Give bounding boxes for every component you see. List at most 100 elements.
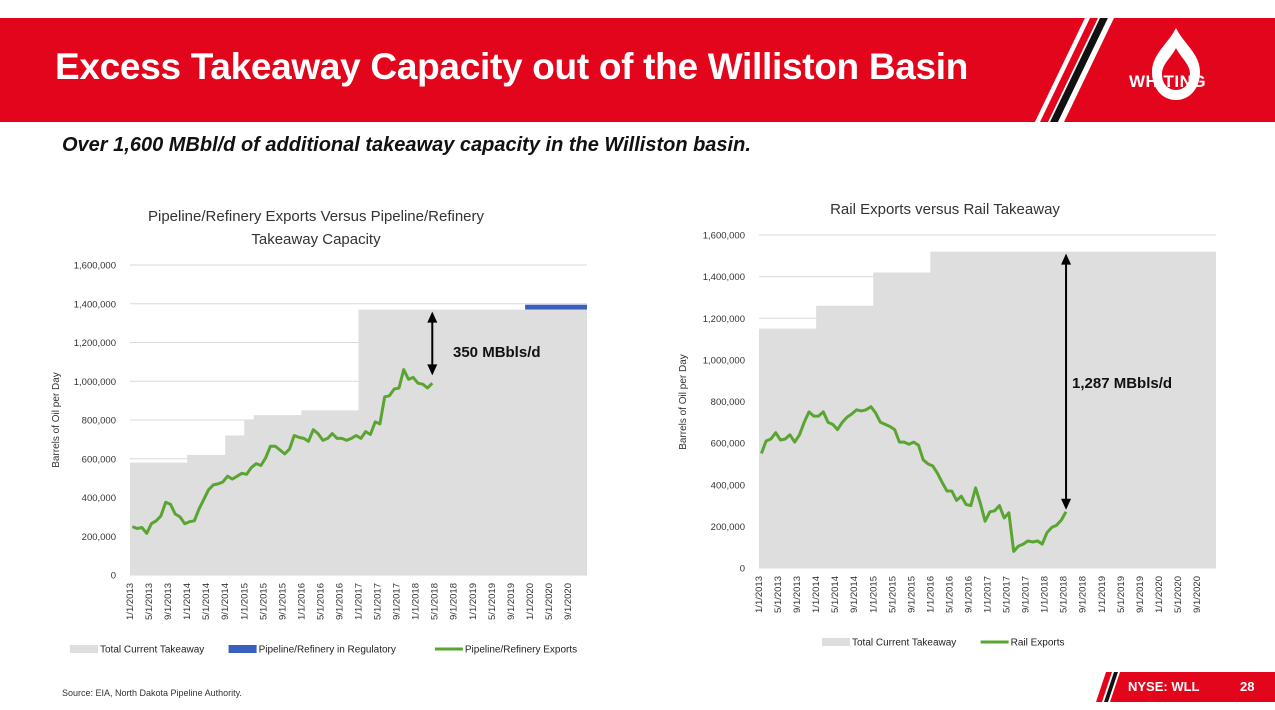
rail-arrow-head-top xyxy=(1061,253,1072,265)
rail-y-tick: 0 xyxy=(740,564,745,575)
pipeline-x-tick: 5/1/2016 xyxy=(315,583,326,620)
pipeline-y-axis-label: Barrels of Oil per Day xyxy=(51,372,62,468)
footer-badge xyxy=(1096,672,1275,702)
rail-x-tick: 5/1/2020 xyxy=(1173,576,1184,613)
rail-x-tick: 1/1/2020 xyxy=(1154,576,1165,613)
pipeline-x-tick: 1/1/2014 xyxy=(182,583,193,620)
rail-x-tick-labels: 1/1/2013 5/1/2013 9/1/2013 1/1/2014 5/1/2014… xyxy=(754,576,1203,613)
rail-x-tick: 1/1/2017 xyxy=(983,576,994,613)
footer-stripe-2 xyxy=(1104,672,1118,702)
pipeline-chart-title-line-2: Takeaway Capacity xyxy=(251,231,381,248)
rail-y-tick: 400,000 xyxy=(711,480,745,491)
rail-x-tick: 1/1/2013 xyxy=(754,576,765,613)
rail-x-tick: 9/1/2015 xyxy=(906,576,917,613)
rail-x-tick: 5/1/2018 xyxy=(1059,576,1070,613)
stock-ticker: NYSE: WLL xyxy=(1128,679,1200,694)
rail-y-tick: 1,200,000 xyxy=(703,314,745,325)
rail-takeaway-area xyxy=(759,251,1216,568)
rail-y-tick: 1,000,000 xyxy=(703,355,745,366)
pipeline-regulatory-band-shape xyxy=(525,304,587,310)
pipeline-x-tick: 9/1/2014 xyxy=(220,583,231,620)
pipeline-arrow-head-bottom xyxy=(427,364,438,376)
rail-arrow-head-bottom xyxy=(1061,498,1072,510)
pipeline-x-tick: 5/1/2017 xyxy=(373,583,384,620)
rail-annotation-label: 1,287 MBbls/d xyxy=(1072,375,1172,392)
pipeline-x-tick: 1/1/2019 xyxy=(468,583,479,620)
pipeline-annotation: 350 MBbls/d xyxy=(427,311,541,376)
pipeline-chart-title-line-1: Pipeline/Refinery Exports Versus Pipelin… xyxy=(148,208,484,225)
pipeline-x-tick: 9/1/2015 xyxy=(277,583,288,620)
source-note: Source: EIA, North Dakota Pipeline Autho… xyxy=(62,688,242,698)
rail-x-tick: 5/1/2016 xyxy=(944,576,955,613)
pipeline-x-tick: 5/1/2018 xyxy=(430,583,441,620)
rail-x-tick: 9/1/2020 xyxy=(1192,576,1203,613)
pipeline-regulatory-band xyxy=(525,304,587,310)
pipeline-y-tick: 200,000 xyxy=(82,532,116,543)
pipeline-chart-title: Pipeline/Refinery Exports Versus Pipelin… xyxy=(148,208,484,248)
pipeline-x-tick: 9/1/2016 xyxy=(334,583,345,620)
pipeline-y-tick: 1,200,000 xyxy=(74,338,116,349)
rail-x-tick: 9/1/2013 xyxy=(792,576,803,613)
pipeline-y-tick: 0 xyxy=(111,571,116,582)
rail-y-tick: 800,000 xyxy=(711,397,745,408)
rail-x-tick: 1/1/2018 xyxy=(1040,576,1051,613)
slide-title: Excess Takeaway Capacity out of the Will… xyxy=(55,46,969,87)
slide-subtitle: Over 1,600 MBbl/d of additional takeaway… xyxy=(62,134,751,156)
pipeline-x-tick: 9/1/2017 xyxy=(392,583,403,620)
pipeline-annotation-label: 350 MBbls/d xyxy=(453,344,541,361)
pipeline-y-tick-labels: 0 200,000 400,000 600,000 800,000 1,000,000 1,… xyxy=(74,261,116,582)
rail-legend: Total Current Takeaway Rail Exports xyxy=(822,638,1065,649)
pipeline-legend: Total Current Takeaway Pipeline/Refinery … xyxy=(70,645,577,656)
rail-takeaway-area-shape xyxy=(759,251,1216,568)
rail-y-tick-labels: 0 200,000 400,000 600,000 800,000 1,000,000 1,… xyxy=(703,231,745,575)
pipeline-x-tick: 9/1/2018 xyxy=(449,583,460,620)
footer-red-box xyxy=(1110,672,1275,702)
rail-chart-gridlines xyxy=(759,234,1216,569)
pipeline-legend-label: Pipeline/Refinery Exports xyxy=(465,645,577,656)
pipeline-legend-label: Pipeline/Refinery in Regulatory xyxy=(259,645,396,656)
rail-x-tick: 1/1/2019 xyxy=(1097,576,1108,613)
rail-x-tick: 9/1/2019 xyxy=(1135,576,1146,613)
rail-y-tick: 200,000 xyxy=(711,522,745,533)
pipeline-legend-label: Total Current Takeaway xyxy=(100,645,204,656)
pipeline-y-tick: 800,000 xyxy=(82,416,116,427)
pipeline-y-tick: 600,000 xyxy=(82,454,116,465)
pipeline-y-tick: 1,400,000 xyxy=(74,299,116,310)
pipeline-x-tick: 9/1/2020 xyxy=(563,583,574,620)
pipeline-y-tick: 1,600,000 xyxy=(74,261,116,272)
rail-x-tick: 5/1/2017 xyxy=(1002,576,1013,613)
pipeline-x-tick: 1/1/2016 xyxy=(296,583,307,620)
rail-x-tick: 9/1/2017 xyxy=(1021,576,1032,613)
rail-chart-title: Rail Exports versus Rail Takeaway xyxy=(830,201,1060,218)
pipeline-takeaway-area-shape xyxy=(130,309,587,575)
footer-stripe-1 xyxy=(1096,672,1112,702)
pipeline-x-tick: 5/1/2013 xyxy=(144,583,155,620)
pipeline-takeaway-area xyxy=(130,309,587,575)
pipeline-x-tick: 9/1/2013 xyxy=(163,583,174,620)
banner-stripe-red xyxy=(1040,18,1098,122)
title-banner xyxy=(0,18,1275,122)
pipeline-y-tick: 1,000,000 xyxy=(74,377,116,388)
pipeline-x-tick: 1/1/2018 xyxy=(411,583,422,620)
rail-exports-polyline xyxy=(759,405,1068,553)
pipeline-x-tick: 1/1/2020 xyxy=(525,583,536,620)
pipeline-x-tick: 1/1/2015 xyxy=(239,583,250,620)
rail-legend-label: Total Current Takeaway xyxy=(852,638,956,649)
pipeline-x-tick: 5/1/2014 xyxy=(201,583,212,620)
pipeline-x-tick: 9/1/2019 xyxy=(506,583,517,620)
pipeline-legend-swatch xyxy=(70,645,98,653)
pipeline-chart-gridlines xyxy=(130,264,587,576)
rail-x-tick: 9/1/2016 xyxy=(963,576,974,613)
rail-y-axis-label: Barrels of Oil per Day xyxy=(678,354,689,450)
pipeline-x-tick-labels: 1/1/2013 5/1/2013 9/1/2013 1/1/2014 5/1/2014… xyxy=(125,583,574,620)
rail-x-tick: 5/1/2013 xyxy=(773,576,784,613)
rail-x-tick: 5/1/2015 xyxy=(887,576,898,613)
pipeline-x-tick: 5/1/2020 xyxy=(544,583,555,620)
rail-x-tick: 1/1/2014 xyxy=(811,576,822,613)
pipeline-x-tick: 1/1/2017 xyxy=(354,583,365,620)
pipeline-y-tick: 400,000 xyxy=(82,493,116,504)
banner-graphic xyxy=(0,18,1275,122)
pipeline-exports-polyline xyxy=(131,368,434,535)
banner-red-bar xyxy=(0,18,1085,122)
rail-legend-label: Rail Exports xyxy=(1011,638,1065,649)
